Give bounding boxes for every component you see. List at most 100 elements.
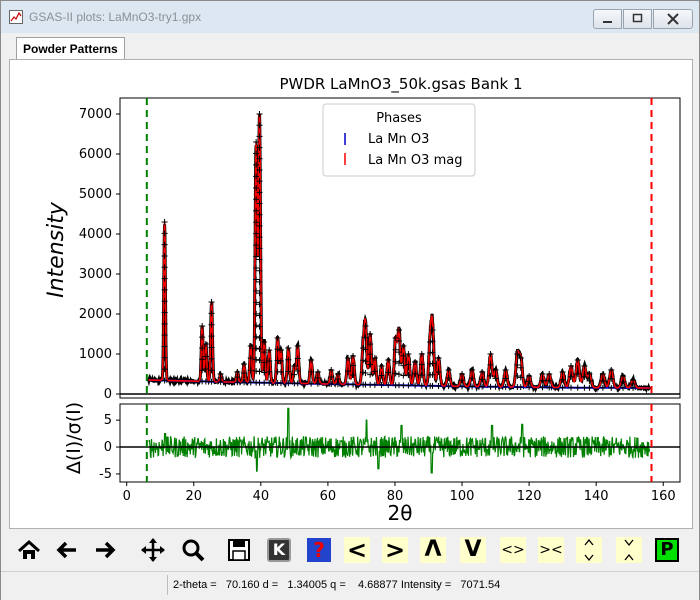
observed-marker (256, 133, 263, 140)
home-icon[interactable] (15, 536, 43, 564)
observed-marker (208, 378, 215, 385)
shift-left-icon[interactable]: < (343, 536, 371, 564)
observed-marker (445, 383, 452, 390)
phase-legend: Phases La Mn O3 La Mn O3 mag (322, 103, 476, 177)
observed-marker (429, 382, 436, 389)
observed-marker (586, 384, 593, 391)
observed-marker (400, 382, 407, 389)
maximize-icon (632, 13, 643, 23)
back-arrow-icon[interactable] (53, 536, 81, 564)
observed-marker (261, 359, 268, 366)
observed-marker (350, 362, 357, 369)
observed-marker (405, 361, 412, 368)
tab-powder-patterns[interactable]: Powder Patterns (16, 37, 125, 60)
zoom-icon[interactable] (179, 536, 207, 564)
contract-x-icon[interactable]: >< (537, 536, 565, 564)
observed-marker (277, 380, 284, 387)
difference-series (120, 404, 680, 482)
observed-marker (256, 166, 263, 173)
observed-marker (256, 211, 263, 218)
observed-marker (429, 327, 436, 333)
observed-marker (514, 351, 521, 357)
p-icon[interactable]: P (653, 536, 681, 564)
observed-marker (241, 370, 248, 377)
close-icon (667, 13, 679, 25)
observed-marker (445, 367, 452, 373)
help-icon[interactable]: ? (305, 536, 333, 564)
down-icon[interactable]: V (459, 536, 487, 564)
maximize-button[interactable] (623, 9, 652, 29)
observed-marker (256, 301, 263, 308)
observed-marker (429, 349, 436, 356)
observed-marker (400, 352, 407, 359)
observed-marker (208, 344, 215, 351)
observed-marker (418, 351, 425, 357)
observed-marker (599, 371, 606, 377)
save-icon[interactable] (225, 536, 253, 564)
observed-marker (371, 381, 378, 388)
expand-x-icon[interactable]: <> (499, 536, 527, 564)
k-icon[interactable]: K (265, 536, 293, 564)
observed-marker (395, 349, 402, 356)
observed-marker (253, 265, 260, 272)
observed-marker (253, 161, 260, 168)
observed-marker (256, 234, 263, 241)
observed-marker (161, 377, 168, 384)
observed-marker (435, 355, 442, 361)
x-tick-label: 40 (253, 489, 270, 504)
shift-right-icon[interactable]: > (381, 536, 409, 564)
observed-marker (202, 341, 209, 347)
observed-marker (435, 382, 442, 389)
pan-icon[interactable] (139, 536, 167, 564)
observed-marker (385, 382, 392, 389)
observed-marker (161, 241, 168, 248)
observed-marker (253, 207, 260, 214)
observed-marker (277, 369, 284, 376)
observed-marker (469, 383, 476, 390)
observed-marker (161, 286, 168, 293)
observed-marker (161, 366, 168, 373)
powder-plot[interactable]: PWDR LaMnO3_50k.gsas Bank 1 Intensity Δ(… (10, 60, 692, 528)
observed-marker (253, 139, 260, 145)
contract-y-icon[interactable] (615, 536, 643, 564)
status-bar: 2-theta = 70.160 d = 1.34005 q = 4.68877… (1, 571, 699, 600)
observed-marker (256, 312, 263, 319)
observed-marker (294, 367, 301, 374)
observed-marker (285, 356, 292, 363)
observed-marker (208, 299, 215, 305)
observed-marker (395, 360, 402, 367)
observed-marker (392, 346, 399, 353)
observed-marker (385, 369, 392, 376)
observed-marker (546, 377, 553, 384)
expand-x-label: <> (500, 537, 526, 563)
y-tick-label: 2000 (79, 307, 112, 322)
minimize-button[interactable] (593, 9, 622, 29)
forward-arrow-icon[interactable] (91, 536, 119, 564)
observed-marker (487, 361, 494, 368)
y-tick-label: 6000 (79, 147, 112, 162)
observed-marker (253, 184, 260, 191)
observed-marker (253, 299, 260, 306)
up-icon[interactable]: Λ (419, 536, 447, 564)
observed-marker (400, 343, 407, 349)
observed-marker (517, 374, 524, 381)
observed-marker (256, 222, 263, 229)
expand-y-icon[interactable] (575, 536, 603, 564)
observed-marker (487, 351, 494, 357)
observed-marker (253, 173, 260, 180)
observed-marker (559, 376, 566, 383)
plot-panel[interactable]: PWDR LaMnO3_50k.gsas Bank 1 Intensity Δ(… (9, 59, 693, 529)
observed-marker (539, 384, 546, 391)
close-button[interactable] (653, 9, 693, 29)
observed-marker (253, 242, 260, 249)
difference-axes (119, 403, 681, 483)
observed-marker (247, 367, 254, 374)
intensity-series (120, 98, 680, 398)
minimize-icon (603, 21, 612, 23)
title-bar[interactable]: GSAS-II plots: LaMnO3-try1.gpx (1, 1, 699, 33)
legend-box (322, 103, 476, 177)
observed-marker (285, 345, 292, 351)
observed-marker (256, 346, 263, 353)
observed-marker (599, 377, 606, 384)
observed-marker (608, 375, 615, 382)
